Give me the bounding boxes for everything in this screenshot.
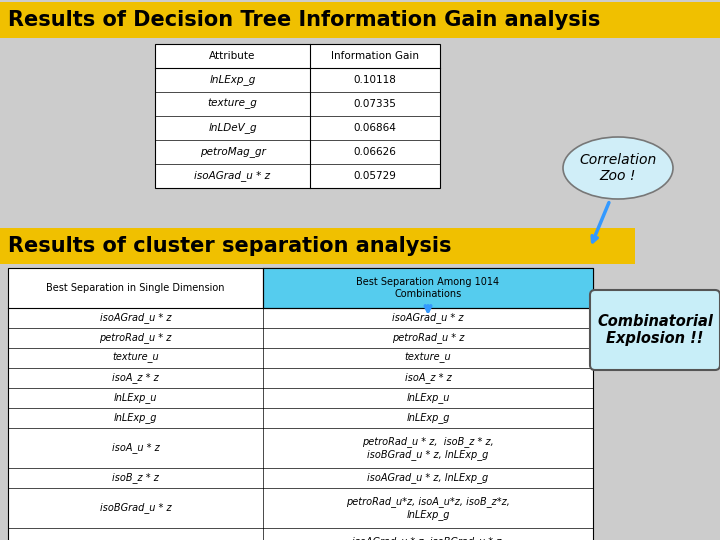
Text: lnLExp_g: lnLExp_g xyxy=(406,413,450,423)
Text: Best Separation in Single Dimension: Best Separation in Single Dimension xyxy=(46,283,225,293)
Text: Best Separation Among 1014
Combinations: Best Separation Among 1014 Combinations xyxy=(356,277,500,299)
Text: Attribute: Attribute xyxy=(210,51,256,61)
Bar xyxy=(0,228,635,264)
Text: 0.06626: 0.06626 xyxy=(354,147,397,157)
Text: isoAGrad_u * z: isoAGrad_u * z xyxy=(194,171,271,181)
Text: petroRad_u * z,  isoB_z * z,
isoBGrad_u * z, lnLExp_g: petroRad_u * z, isoB_z * z, isoBGrad_u *… xyxy=(362,436,494,460)
Text: petroRad_u * z: petroRad_u * z xyxy=(99,333,171,343)
Text: Results of cluster separation analysis: Results of cluster separation analysis xyxy=(8,236,451,256)
Text: isoAGrad_u * z: isoAGrad_u * z xyxy=(100,313,171,323)
Text: Combinatorial
Explosion !!: Combinatorial Explosion !! xyxy=(597,314,713,346)
Text: texture_g: texture_g xyxy=(207,99,258,109)
Text: isoAGrad_u * z: isoAGrad_u * z xyxy=(392,313,464,323)
Text: texture_u: texture_u xyxy=(112,353,159,363)
Text: Information Gain: Information Gain xyxy=(331,51,419,61)
Text: petroMag_gr: petroMag_gr xyxy=(199,146,266,158)
Text: isoAGrad_u * z, lnLExp_g: isoAGrad_u * z, lnLExp_g xyxy=(367,472,489,483)
Text: 0.07335: 0.07335 xyxy=(354,99,397,109)
Text: lnLDeV_g: lnLDeV_g xyxy=(208,123,257,133)
Text: 0.06864: 0.06864 xyxy=(354,123,397,133)
Text: 0.10118: 0.10118 xyxy=(354,75,397,85)
Bar xyxy=(8,268,593,540)
Text: Correlation
Zoo !: Correlation Zoo ! xyxy=(580,153,657,183)
Text: 0.05729: 0.05729 xyxy=(354,171,397,181)
Text: lnLExp_g: lnLExp_g xyxy=(210,75,256,85)
Text: isoB_z * z: isoB_z * z xyxy=(112,472,159,483)
Text: isoAGrad_u * z, isoBGrad_u * z,
lnLExp_g: isoAGrad_u * z, isoBGrad_u * z, lnLExp_g xyxy=(352,536,504,540)
FancyBboxPatch shape xyxy=(590,290,720,370)
Text: petroRad_u * z: petroRad_u * z xyxy=(392,333,464,343)
Text: isoBGrad_u * z: isoBGrad_u * z xyxy=(99,503,171,514)
Text: lnLExp_u: lnLExp_u xyxy=(406,393,450,403)
Text: Results of Decision Tree Information Gain analysis: Results of Decision Tree Information Gai… xyxy=(8,10,600,30)
Bar xyxy=(263,268,593,308)
Text: petroRad_u*z, isoA_u*z, isoB_z*z,
lnLExp_g: petroRad_u*z, isoA_u*z, isoB_z*z, lnLExp… xyxy=(346,496,510,519)
Text: isoA_z * z: isoA_z * z xyxy=(405,373,451,383)
Ellipse shape xyxy=(563,137,673,199)
Text: isoA_z * z: isoA_z * z xyxy=(112,373,159,383)
Text: lnLExp_g: lnLExp_g xyxy=(114,413,157,423)
Text: lnLExp_u: lnLExp_u xyxy=(114,393,157,403)
Text: isoA_u * z: isoA_u * z xyxy=(112,443,159,454)
Bar xyxy=(155,44,440,188)
Bar xyxy=(0,2,720,38)
Text: texture_u: texture_u xyxy=(405,353,451,363)
